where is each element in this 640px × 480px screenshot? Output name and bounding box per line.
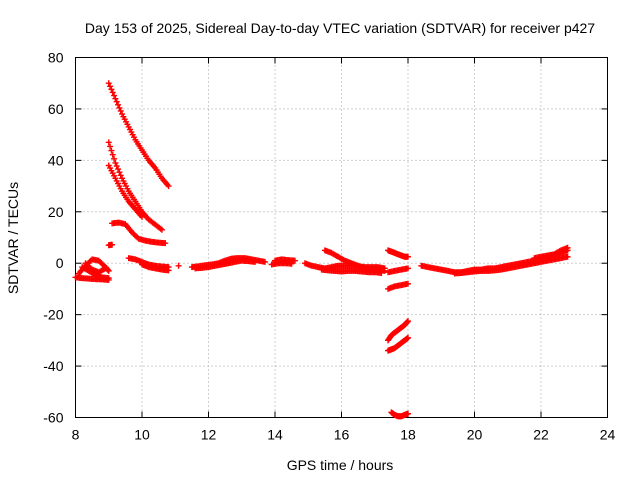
data-point: [109, 241, 116, 248]
y-axis-label: SDTVAR / TECUs: [5, 182, 21, 294]
data-point: [112, 159, 119, 166]
data-point-interp: [117, 172, 124, 179]
axis-ticks: 8 10 12 14 16 18 20 22 24 -60 -40 -20 0 20 40 60 80: [43, 50, 615, 443]
x-tick-label: 8: [72, 427, 80, 443]
series-track-17-zero: [385, 247, 411, 260]
x-axis-label: GPS time / hours: [287, 457, 394, 473]
y-tick-label: 80: [48, 50, 64, 66]
series-track-17-neg8: [385, 280, 411, 292]
data-point: [165, 267, 172, 274]
y-tick-label: -20: [43, 307, 63, 323]
data-point-interp: [108, 147, 115, 154]
data-point-interp: [116, 169, 123, 176]
data-point: [112, 95, 119, 102]
series-track-15: [109, 219, 169, 247]
data-point: [252, 258, 259, 265]
data-point: [139, 213, 145, 220]
data-point-interp: [113, 98, 120, 105]
data-point-interp: [107, 83, 114, 90]
data-point-interp: [109, 89, 116, 96]
data-point: [165, 183, 172, 190]
series-track-band-3: [272, 256, 298, 264]
x-tick-label: 22: [533, 427, 549, 443]
data-point-interp: [108, 86, 115, 93]
series-track-7: [105, 241, 116, 249]
data-point: [105, 275, 112, 282]
data-point: [405, 410, 411, 417]
data-point: [381, 267, 388, 274]
y-tick-label: -60: [43, 410, 63, 426]
data-point-interp: [111, 155, 118, 162]
data-point-interp: [107, 143, 114, 150]
data-point: [405, 280, 411, 287]
x-tick-label: 16: [334, 427, 350, 443]
series-track-17-neg25: [385, 318, 411, 344]
data-point: [291, 257, 298, 264]
series-track-right-2: [451, 253, 571, 277]
series-track-upper-2: [105, 162, 145, 220]
series-track-mid-left: [79, 264, 112, 282]
x-tick-label: 18: [400, 427, 416, 443]
data-point: [105, 80, 112, 87]
series-track-17-neg58: [388, 409, 411, 420]
data-point: [378, 269, 385, 276]
x-tick-label: 20: [467, 427, 483, 443]
y-tick-label: -40: [43, 358, 63, 374]
data-point: [564, 253, 571, 260]
data-point: [105, 139, 112, 146]
data-point: [162, 240, 169, 247]
data-point-interp: [116, 104, 123, 111]
data-point: [405, 265, 411, 272]
x-tick-label: 10: [134, 427, 150, 443]
data-point: [405, 318, 411, 325]
series-track-near-zero-2: [139, 261, 172, 274]
x-tick-label: 12: [201, 427, 217, 443]
grid: [75, 57, 608, 418]
data-point-interp: [113, 163, 120, 170]
chart-title: Day 153 of 2025, Sidereal Day-to-day VTE…: [85, 20, 595, 36]
series-track-band-7: [318, 266, 385, 276]
series-track-top: [105, 80, 172, 190]
data-point: [564, 244, 571, 251]
series-track-isolated: [175, 262, 182, 269]
data-point-interp: [111, 92, 118, 99]
data-point-interp: [115, 101, 122, 108]
data-point-interp: [115, 166, 122, 173]
series-track-band-2: [192, 257, 259, 272]
data-point-interp: [109, 151, 116, 158]
data-point: [262, 258, 269, 265]
x-tick-label: 14: [267, 427, 283, 443]
y-tick-label: 0: [56, 255, 64, 271]
series-track-right-3: [531, 244, 571, 262]
data-point: [405, 253, 411, 260]
series-track-band-4: [268, 260, 295, 268]
series-track-17-neg3: [385, 265, 411, 276]
y-tick-label: 60: [48, 101, 64, 117]
data-point: [102, 265, 109, 272]
series-track-upper: [105, 139, 165, 233]
data-marks: [72, 80, 571, 420]
series-track-17-neg32: [385, 334, 411, 354]
data-point: [158, 226, 165, 233]
data-point-interp: [117, 107, 124, 114]
y-tick-label: 20: [48, 204, 64, 220]
data-point: [105, 267, 112, 274]
y-tick-label: 40: [48, 152, 64, 168]
data-point: [288, 260, 295, 267]
series-track-loop-left: [82, 260, 109, 276]
data-point: [175, 262, 182, 269]
x-tick-label: 24: [600, 427, 616, 443]
data-point: [405, 334, 411, 341]
